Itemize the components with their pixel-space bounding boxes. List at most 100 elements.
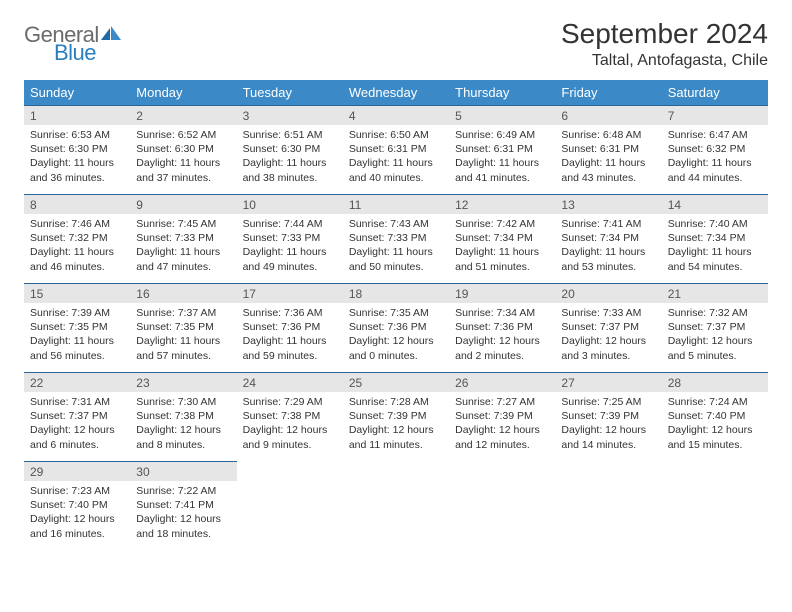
calendar-day-cell: 9Sunrise: 7:45 AMSunset: 7:33 PMDaylight… [130,194,236,283]
daylight-text: Daylight: 12 hours and 9 minutes. [243,423,337,451]
sunrise-text: Sunrise: 7:43 AM [349,217,443,231]
daylight-text: Daylight: 12 hours and 15 minutes. [668,423,762,451]
daylight-text: Daylight: 12 hours and 18 minutes. [136,512,230,540]
day-number: 2 [130,105,236,125]
day-details: Sunrise: 6:49 AMSunset: 6:31 PMDaylight:… [449,125,555,194]
sunrise-text: Sunrise: 7:30 AM [136,395,230,409]
daylight-text: Daylight: 11 hours and 44 minutes. [668,156,762,184]
day-number: 30 [130,461,236,481]
weekday-header: Monday [130,80,236,105]
daylight-text: Daylight: 11 hours and 47 minutes. [136,245,230,273]
calendar-day-cell: 13Sunrise: 7:41 AMSunset: 7:34 PMDayligh… [555,194,661,283]
day-details: Sunrise: 7:39 AMSunset: 7:35 PMDaylight:… [24,303,130,372]
day-number: 19 [449,283,555,303]
day-number: 17 [237,283,343,303]
calendar-day-cell: 20Sunrise: 7:33 AMSunset: 7:37 PMDayligh… [555,283,661,372]
sunset-text: Sunset: 6:30 PM [243,142,337,156]
calendar-day-cell: 4Sunrise: 6:50 AMSunset: 6:31 PMDaylight… [343,105,449,194]
sunset-text: Sunset: 7:35 PM [30,320,124,334]
day-details: Sunrise: 7:42 AMSunset: 7:34 PMDaylight:… [449,214,555,283]
calendar-day-cell: 26Sunrise: 7:27 AMSunset: 7:39 PMDayligh… [449,372,555,461]
daylight-text: Daylight: 12 hours and 0 minutes. [349,334,443,362]
title-block: September 2024 Taltal, Antofagasta, Chil… [561,18,768,70]
sunrise-text: Sunrise: 7:28 AM [349,395,443,409]
sunrise-text: Sunrise: 7:35 AM [349,306,443,320]
daylight-text: Daylight: 12 hours and 6 minutes. [30,423,124,451]
day-details: Sunrise: 7:30 AMSunset: 7:38 PMDaylight:… [130,392,236,461]
sunset-text: Sunset: 7:35 PM [136,320,230,334]
sunrise-text: Sunrise: 7:42 AM [455,217,549,231]
header: General Blue September 2024 Taltal, Anto… [24,18,768,70]
day-number: 7 [662,105,768,125]
sunset-text: Sunset: 7:36 PM [243,320,337,334]
day-details: Sunrise: 7:37 AMSunset: 7:35 PMDaylight:… [130,303,236,372]
day-details: Sunrise: 7:24 AMSunset: 7:40 PMDaylight:… [662,392,768,461]
calendar-day-cell: 18Sunrise: 7:35 AMSunset: 7:36 PMDayligh… [343,283,449,372]
day-number: 10 [237,194,343,214]
daylight-text: Daylight: 11 hours and 43 minutes. [561,156,655,184]
day-details: Sunrise: 7:27 AMSunset: 7:39 PMDaylight:… [449,392,555,461]
sunset-text: Sunset: 7:37 PM [668,320,762,334]
daylight-text: Daylight: 11 hours and 59 minutes. [243,334,337,362]
sunset-text: Sunset: 7:40 PM [30,498,124,512]
day-details: Sunrise: 7:33 AMSunset: 7:37 PMDaylight:… [555,303,661,372]
day-details: Sunrise: 7:41 AMSunset: 7:34 PMDaylight:… [555,214,661,283]
calendar-day-cell: 7Sunrise: 6:47 AMSunset: 6:32 PMDaylight… [662,105,768,194]
daylight-text: Daylight: 11 hours and 51 minutes. [455,245,549,273]
calendar-day-cell [343,461,449,550]
day-number: 25 [343,372,449,392]
calendar-day-cell: 14Sunrise: 7:40 AMSunset: 7:34 PMDayligh… [662,194,768,283]
sunset-text: Sunset: 7:33 PM [349,231,443,245]
calendar-day-cell: 17Sunrise: 7:36 AMSunset: 7:36 PMDayligh… [237,283,343,372]
sunrise-text: Sunrise: 6:48 AM [561,128,655,142]
day-details: Sunrise: 7:35 AMSunset: 7:36 PMDaylight:… [343,303,449,372]
sunrise-text: Sunrise: 7:31 AM [30,395,124,409]
sunrise-text: Sunrise: 7:39 AM [30,306,124,320]
sunset-text: Sunset: 7:34 PM [455,231,549,245]
day-number: 14 [662,194,768,214]
daylight-text: Daylight: 11 hours and 49 minutes. [243,245,337,273]
day-details: Sunrise: 7:40 AMSunset: 7:34 PMDaylight:… [662,214,768,283]
day-number: 20 [555,283,661,303]
day-details: Sunrise: 7:22 AMSunset: 7:41 PMDaylight:… [130,481,236,550]
daylight-text: Daylight: 12 hours and 16 minutes. [30,512,124,540]
calendar-week-row: 29Sunrise: 7:23 AMSunset: 7:40 PMDayligh… [24,461,768,550]
sunset-text: Sunset: 6:30 PM [30,142,124,156]
calendar-day-cell: 16Sunrise: 7:37 AMSunset: 7:35 PMDayligh… [130,283,236,372]
sunrise-text: Sunrise: 7:24 AM [668,395,762,409]
sunrise-text: Sunrise: 7:22 AM [136,484,230,498]
calendar-day-cell: 29 Sunrise: 7:23 AMSunset: 7:40 PMDayligh… [24,461,130,550]
day-number: 18 [343,283,449,303]
daylight-text: Daylight: 11 hours and 50 minutes. [349,245,443,273]
sunrise-text: Sunrise: 7:34 AM [455,306,549,320]
sunrise-text: Sunrise: 6:47 AM [668,128,762,142]
calendar-day-cell: 6Sunrise: 6:48 AMSunset: 6:31 PMDaylight… [555,105,661,194]
calendar-day-cell: 3Sunrise: 6:51 AMSunset: 6:30 PMDaylight… [237,105,343,194]
day-details: Sunrise: 6:50 AMSunset: 6:31 PMDaylight:… [343,125,449,194]
day-number: 21 [662,283,768,303]
calendar-day-cell [662,461,768,550]
daylight-text: Daylight: 11 hours and 54 minutes. [668,245,762,273]
day-details: Sunrise: 7:45 AMSunset: 7:33 PMDaylight:… [130,214,236,283]
sunrise-text: Sunrise: 7:41 AM [561,217,655,231]
daylight-text: Daylight: 12 hours and 3 minutes. [561,334,655,362]
daylight-text: Daylight: 12 hours and 8 minutes. [136,423,230,451]
sunrise-text: Sunrise: 6:49 AM [455,128,549,142]
sunset-text: Sunset: 7:41 PM [136,498,230,512]
sunrise-text: Sunrise: 7:23 AM [30,484,124,498]
day-number: 26 [449,372,555,392]
sunrise-text: Sunrise: 7:32 AM [668,306,762,320]
calendar-week-row: 22Sunrise: 7:31 AMSunset: 7:37 PMDayligh… [24,372,768,461]
calendar-day-cell: 2Sunrise: 6:52 AMSunset: 6:30 PMDaylight… [130,105,236,194]
calendar-day-cell [237,461,343,550]
calendar-day-cell: 24Sunrise: 7:29 AMSunset: 7:38 PMDayligh… [237,372,343,461]
sunrise-text: Sunrise: 7:44 AM [243,217,337,231]
logo: General Blue [24,22,123,66]
day-number: 23 [130,372,236,392]
day-number: 29 [24,461,130,481]
calendar-day-cell: 15Sunrise: 7:39 AMSunset: 7:35 PMDayligh… [24,283,130,372]
day-details: Sunrise: 6:53 AMSunset: 6:30 PMDaylight:… [24,125,130,194]
sunset-text: Sunset: 6:31 PM [349,142,443,156]
logo-word2: Blue [54,40,123,66]
weekday-header: Thursday [449,80,555,105]
